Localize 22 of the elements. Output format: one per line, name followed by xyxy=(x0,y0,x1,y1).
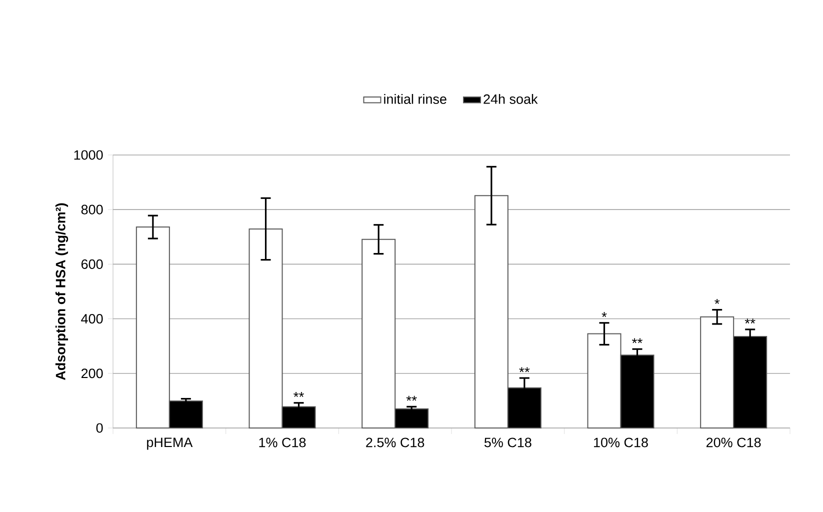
annotation: * xyxy=(602,312,607,317)
legend-label: 24h soak xyxy=(484,94,538,104)
y-axis-title: Adsorption of HSA (ng/cm²) xyxy=(55,203,68,380)
y-tick-label: 1000 xyxy=(74,150,103,160)
annotation: ** xyxy=(744,318,756,324)
y-tick-label: 800 xyxy=(81,204,103,214)
x-tick-label: 10% C18 xyxy=(594,438,648,448)
x-tick-label: 20% C18 xyxy=(706,438,761,448)
annotation: * xyxy=(714,298,720,304)
x-tick-label: 1% C18 xyxy=(259,438,306,448)
legend-label: initial rinse xyxy=(384,94,446,104)
x-tick-label: 5% C18 xyxy=(484,438,532,448)
y-tick-label: 0 xyxy=(96,423,103,433)
x-tick-label: pHEMA xyxy=(147,438,193,450)
annotation: ** xyxy=(406,396,417,401)
annotation: ** xyxy=(294,392,304,397)
y-tick-label: 400 xyxy=(81,314,103,324)
y-tick-label: 600 xyxy=(81,259,103,269)
annotation: ** xyxy=(632,338,642,344)
x-tick-label: 2.5% C18 xyxy=(366,438,424,448)
y-tick-label: 200 xyxy=(81,368,103,378)
annotation: ** xyxy=(519,367,530,372)
